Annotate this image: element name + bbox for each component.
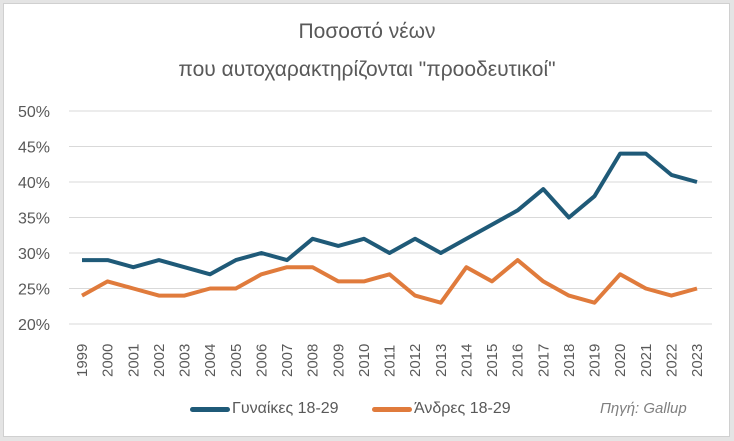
x-tick-label: 2023 bbox=[689, 344, 706, 377]
x-tick-label: 2008 bbox=[305, 344, 322, 377]
legend-swatch-men bbox=[372, 406, 412, 412]
series-line bbox=[81, 258, 698, 305]
y-tick-label: 25% bbox=[18, 282, 50, 299]
legend-item-women: Γυναίκες 18-29 bbox=[190, 400, 339, 418]
y-tick-label: 40% bbox=[18, 175, 50, 192]
x-tick-label: 2000 bbox=[100, 344, 117, 377]
x-tick-label: 2011 bbox=[382, 345, 399, 377]
x-tick-label: 2014 bbox=[458, 344, 475, 377]
x-tick-label: 2015 bbox=[484, 344, 501, 377]
x-tick-label: 1999 bbox=[74, 344, 91, 377]
chart-subtitle: που αυτοχαρακτηρίζονται "προοδευτικοί" bbox=[178, 58, 556, 81]
legend-item-men: Άνδρες 18-29 bbox=[372, 400, 511, 418]
x-tick-label: 2001 bbox=[125, 344, 142, 377]
legend-label-men: Άνδρες 18-29 bbox=[414, 400, 511, 417]
legend-swatch-women bbox=[190, 406, 230, 412]
y-tick-label: 45% bbox=[18, 140, 50, 157]
x-tick-label: 2003 bbox=[177, 344, 194, 377]
x-tick-label: 2018 bbox=[561, 344, 578, 377]
x-tick-label: 2017 bbox=[535, 344, 552, 377]
legend-label-women: Γυναίκες 18-29 bbox=[232, 400, 339, 417]
x-tick-label: 2010 bbox=[356, 344, 373, 377]
y-tick-label: 30% bbox=[18, 246, 50, 263]
x-tick-label: 2020 bbox=[612, 344, 629, 377]
source-note: Πηγή: Gallup bbox=[600, 400, 687, 417]
x-tick-label: 2021 bbox=[638, 344, 655, 377]
y-tick-label: 20% bbox=[18, 317, 50, 334]
chart-frame bbox=[3, 3, 730, 437]
x-tick-label: 2012 bbox=[407, 344, 424, 377]
series-line bbox=[82, 151, 698, 277]
chart-title: Ποσοστό νέων bbox=[298, 20, 436, 43]
x-tick-label: 2013 bbox=[433, 344, 450, 377]
x-tick-label: 2005 bbox=[228, 344, 245, 377]
x-tick-label: 2007 bbox=[279, 344, 296, 377]
x-tick-label: 2006 bbox=[253, 344, 270, 377]
x-tick-label: 2019 bbox=[587, 344, 604, 377]
x-tick-label: 2004 bbox=[202, 344, 219, 377]
x-tick-label: 2016 bbox=[510, 344, 527, 377]
y-tick-label: 50% bbox=[18, 104, 50, 121]
y-tick-label: 35% bbox=[18, 211, 50, 228]
x-tick-label: 2022 bbox=[663, 344, 680, 377]
x-tick-label: 2009 bbox=[330, 344, 347, 377]
x-tick-label: 2002 bbox=[151, 344, 168, 377]
